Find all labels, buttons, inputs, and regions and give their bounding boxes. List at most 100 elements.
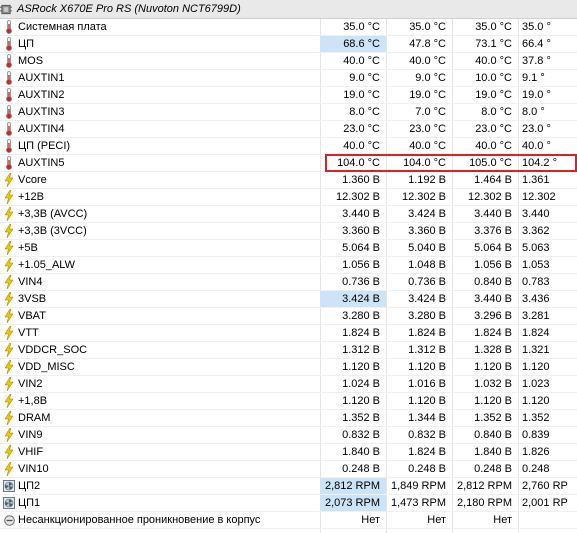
avg-value: 1.824 [522,327,550,339]
sensor-row[interactable]: +12В 12.302 В 12.302 В 12.302 В 12.302 [0,189,577,206]
thermometer-icon [3,122,15,136]
sensor-name-cell: AUXTIN4 [0,122,320,136]
min-value: 1,473 RPM [390,497,446,509]
sensor-row[interactable]: +1.05_ALW 1.056 В 1.048 В 1.056 В 1.053 [0,257,577,274]
sensor-row[interactable]: 3VSB 3.424 В 3.424 В 3.440 В 3.436 [0,291,577,308]
sensor-name-cell: AUXTIN3 [0,105,320,119]
sensor-label: DRAM [18,412,51,424]
sensor-row[interactable]: Несанкционированное проникновение в корп… [0,512,577,529]
avg-value: 1.120 [522,361,550,373]
sensor-label: ЦП1 [18,497,41,509]
sensor-row[interactable]: AUXTIN3 8.0 °C 7.0 °C 8.0 °C 8.0 ° [0,104,577,121]
lightning-bolt-icon [3,207,15,221]
min-value: 7.0 °C [415,106,446,118]
sensor-label: VHIF [18,446,44,458]
avg-value: 1.023 [522,378,550,390]
sensor-row[interactable]: ЦП 68.6 °C 47.8 °C 73.1 °C 66.4 ° [0,36,577,53]
current-value: 0.736 В [342,276,380,288]
current-value: 19.0 °C [343,89,380,101]
sensor-name-cell: Несанкционированное проникновение в корп… [0,513,320,527]
sensor-row[interactable]: +5В 5.064 В 5.040 В 5.064 В 5.063 [0,240,577,257]
sensor-name-cell: AUXTIN1 [0,71,320,85]
sensor-row[interactable]: ЦП1 2,073 RPM 1,473 RPM 2,180 RPM 2,001 RP [0,495,577,512]
sensor-row[interactable]: VIN4 0.736 В 0.736 В 0.840 В 0.783 [0,274,577,291]
avg-value: 2,001 RP [522,497,568,509]
lightning-bolt-icon [3,394,15,408]
sensor-row[interactable]: VDD_MISC 1.120 В 1.120 В 1.120 В 1.120 [0,359,577,376]
min-value: 35.0 °C [409,21,446,33]
max-value: 40.0 °C [475,140,512,152]
sensor-name-cell: 3VSB [0,292,320,306]
max-value: 105.0 °C [469,157,512,169]
sensor-label: AUXTIN4 [18,123,65,135]
lightning-bolt-icon [3,275,15,289]
min-value: 1.192 В [408,174,446,186]
min-value: 104.0 °C [403,157,446,169]
sensor-row[interactable]: Системная плата 35.0 °C 35.0 °C 35.0 °C 35.0… [0,19,577,36]
avg-value: 3.281 [522,310,550,322]
sensor-row[interactable]: MOS 40.0 °C 40.0 °C 40.0 °C 37.8 ° [0,53,577,70]
current-value: 0.832 В [342,429,380,441]
sensor-row[interactable]: VHIF 1.840 В 1.824 В 1.840 В 1.826 [0,444,577,461]
sensor-name-cell: Vcore [0,173,320,187]
min-value: 1.344 В [408,412,446,424]
min-value: 3.424 В [408,293,446,305]
current-value: 1.120 В [342,361,380,373]
sensor-row[interactable]: +3,3В (3VCC) 3.360 В 3.360 В 3.376 В 3.362 [0,223,577,240]
sensor-row[interactable]: VIN10 0.248 В 0.248 В 0.248 В 0.248 [0,461,577,478]
avg-value: 0.783 [522,276,550,288]
sensor-name-cell: VTT [0,326,320,340]
thermometer-icon [3,54,15,68]
intrusion-sensor-icon [3,513,15,527]
column-divider [518,0,519,533]
thermometer-icon [3,37,15,51]
sensor-row[interactable]: VTT 1.824 В 1.824 В 1.824 В 1.824 [0,325,577,342]
min-value: 5.040 В [408,242,446,254]
max-value: 12.302 В [467,191,512,203]
max-value: 3.376 В [474,225,512,237]
lightning-bolt-icon [3,428,15,442]
sensor-label: VIN2 [18,378,43,390]
sensor-name-cell: DRAM [0,411,320,425]
min-value: 1.120 В [408,361,446,373]
max-value: 5.064 В [474,242,512,254]
min-value: 1.824 В [408,446,446,458]
thermometer-icon [3,20,15,34]
sensor-row[interactable]: VIN2 1.024 В 1.016 В 1.032 В 1.023 [0,376,577,393]
sensor-row[interactable]: AUXTIN1 9.0 °C 9.0 °C 10.0 °C 9.1 ° [0,70,577,87]
current-value: 3.424 В [320,291,386,307]
sensor-label: Несанкционированное проникновение в корп… [18,514,261,526]
sensor-row[interactable]: VBAT 3.280 В 3.280 В 3.296 В 3.281 [0,308,577,325]
sensor-row[interactable]: AUXTIN4 23.0 °C 23.0 °C 23.0 °C 23.0 ° [0,121,577,138]
sensor-row[interactable]: +1,8В 1.120 В 1.120 В 1.120 В 1.120 [0,393,577,410]
lightning-bolt-icon [3,462,15,476]
max-value: 73.1 °C [475,38,512,50]
max-value: 0.840 В [474,276,512,288]
max-value: 0.840 В [474,429,512,441]
current-value: Нет [361,514,380,526]
sensor-row[interactable]: AUXTIN5 104.0 °C 104.0 °C 105.0 °C 104.2 ° [0,155,577,172]
sensor-name-cell: +12В [0,190,320,204]
lightning-bolt-icon [3,377,15,391]
sensor-row[interactable]: VIN9 0.832 В 0.832 В 0.840 В 0.839 [0,427,577,444]
min-value: 40.0 °C [409,140,446,152]
current-value: 1.120 В [342,395,380,407]
current-value: 1.024 В [342,378,380,390]
current-value: 35.0 °C [343,21,380,33]
avg-value: 3.440 [522,208,550,220]
sensor-row[interactable]: +3,3В (AVCC) 3.440 В 3.424 В 3.440 В 3.440 [0,206,577,223]
sensor-row[interactable]: AUXTIN2 19.0 °C 19.0 °C 19.0 °C 19.0 ° [0,87,577,104]
lightning-bolt-icon [3,241,15,255]
current-value: 1.056 В [342,259,380,271]
sensor-row[interactable]: Vcore 1.360 В 1.192 В 1.464 В 1.361 [0,172,577,189]
device-header-row[interactable]: ASRock X670E Pro RS (Nuvoton NCT6799D) [0,0,577,19]
sensor-row[interactable]: ЦП (PECI) 40.0 °C 40.0 °C 40.0 °C 40.0 ° [0,138,577,155]
sensor-name-cell: +1.05_ALW [0,258,320,272]
sensor-row[interactable]: DRAM 1.352 В 1.344 В 1.352 В 1.352 [0,410,577,427]
sensor-row[interactable]: VDDCR_SOC 1.312 В 1.312 В 1.328 В 1.321 [0,342,577,359]
sensor-name-cell: +1,8В [0,394,320,408]
sensor-name-cell: ЦП [0,37,320,51]
max-value: 8.0 °C [481,106,512,118]
sensor-label: VIN4 [18,276,43,288]
sensor-row[interactable]: ЦП2 2,812 RPM 1,849 RPM 2,812 RPM 2,760 RP [0,478,577,495]
